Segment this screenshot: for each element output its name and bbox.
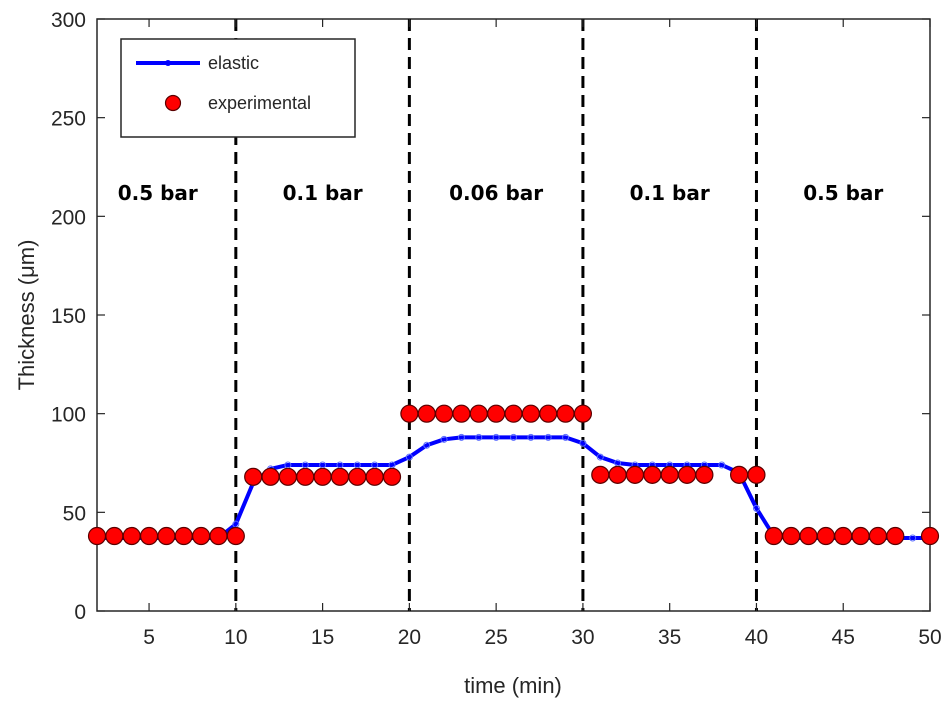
experimental-point (122, 526, 141, 546)
y-tick-label: 100 (51, 404, 86, 427)
experimental-point (87, 526, 107, 546)
legend-box (120, 38, 356, 138)
experimental-point (139, 526, 159, 546)
region-label: 0.5 bar (118, 181, 198, 205)
experimental-point (625, 465, 645, 484)
experimental-point (209, 526, 228, 546)
experimental-point (834, 526, 853, 546)
experimental-point (192, 526, 211, 546)
y-tick-label: 50 (63, 502, 86, 525)
experimental-point (799, 526, 818, 546)
experimental-point (348, 467, 367, 486)
experimental-point (556, 404, 575, 423)
experimental-point (278, 467, 297, 486)
experimental-point (434, 404, 454, 423)
experimental-point (313, 467, 332, 486)
experimental-point (244, 467, 263, 486)
experimental-point (868, 526, 888, 546)
legend-elastic-label: elastic (208, 53, 259, 73)
experimental-point (643, 465, 662, 484)
experimental-point (851, 526, 870, 546)
experimental-point (105, 526, 124, 546)
x-tick-label: 15 (311, 626, 334, 649)
experimental-point (487, 404, 506, 423)
x-tick-label: 40 (745, 626, 768, 649)
y-axis-title: Thickness (μm) (14, 240, 39, 391)
y-tick-label: 200 (51, 206, 86, 229)
elastic-point (475, 433, 483, 441)
region-label: 0.06 bar (449, 181, 543, 205)
series-experimental (87, 404, 940, 546)
elastic-point (423, 441, 431, 449)
experimental-point (591, 465, 610, 484)
legend-experimental-label: experimental (208, 93, 311, 113)
experimental-point (816, 526, 835, 546)
experimental-point (400, 404, 419, 423)
elastic-point (405, 453, 413, 461)
y-tick-label: 300 (51, 9, 86, 32)
experimental-point (261, 467, 280, 486)
elastic-point (718, 461, 726, 469)
elastic-point (596, 453, 604, 461)
elastic-point (457, 433, 465, 441)
experimental-point (573, 404, 593, 423)
y-axis: 0 50 100 150 200 250 300 (51, 9, 930, 624)
experimental-point (226, 526, 245, 546)
x-tick-label: 35 (658, 626, 681, 649)
experimental-point (452, 404, 471, 423)
x-tick-label: 10 (224, 626, 247, 649)
experimental-point (539, 404, 558, 423)
experimental-point (521, 404, 540, 423)
elastic-point (544, 433, 552, 441)
x-axis-title: time (min) (464, 673, 562, 698)
experimental-point (382, 467, 402, 486)
elastic-point (440, 435, 448, 443)
elastic-point (562, 433, 570, 441)
x-axis: 5 10 15 20 25 30 35 40 45 50 (143, 19, 942, 649)
y-tick-label: 0 (74, 601, 86, 624)
experimental-point (157, 526, 176, 546)
experimental-point (920, 526, 940, 546)
elastic-point (752, 504, 760, 512)
y-tick-label: 150 (51, 305, 86, 328)
experimental-point (660, 465, 679, 484)
region-label: 0.1 bar (283, 181, 363, 205)
elastic-point (579, 439, 587, 447)
x-tick-label: 30 (571, 626, 594, 649)
experimental-point (504, 404, 523, 423)
experimental-point (417, 404, 436, 423)
experimental-point (764, 526, 783, 546)
elastic-point (510, 433, 517, 441)
x-tick-label: 45 (832, 626, 855, 649)
experimental-point (365, 467, 384, 486)
experimental-point (174, 526, 193, 546)
experimental-point (677, 465, 697, 484)
elastic-point (527, 433, 535, 441)
experimental-point (469, 404, 488, 423)
x-tick-label: 25 (484, 626, 507, 649)
y-tick-label: 250 (51, 108, 86, 131)
experimental-point (695, 465, 714, 484)
experimental-point (296, 467, 315, 486)
region-label: 0.1 bar (630, 181, 710, 205)
experimental-point (782, 526, 801, 546)
elastic-point (909, 534, 917, 542)
x-tick-label: 20 (398, 626, 421, 649)
experimental-point (608, 465, 627, 484)
region-label: 0.5 bar (803, 181, 883, 205)
legend-experimental-marker (164, 94, 182, 112)
x-tick-label: 5 (143, 626, 155, 649)
legend-elastic-marker (165, 60, 171, 66)
region-labels: 0.5 bar 0.1 bar 0.06 bar 0.1 bar 0.5 bar (118, 181, 884, 205)
experimental-point (747, 465, 766, 484)
experimental-point (886, 526, 905, 546)
legend: elastic experimental (120, 38, 356, 138)
experimental-point (330, 467, 350, 486)
experimental-point (730, 465, 749, 484)
elastic-point (492, 433, 500, 441)
x-tick-label: 50 (918, 626, 941, 649)
